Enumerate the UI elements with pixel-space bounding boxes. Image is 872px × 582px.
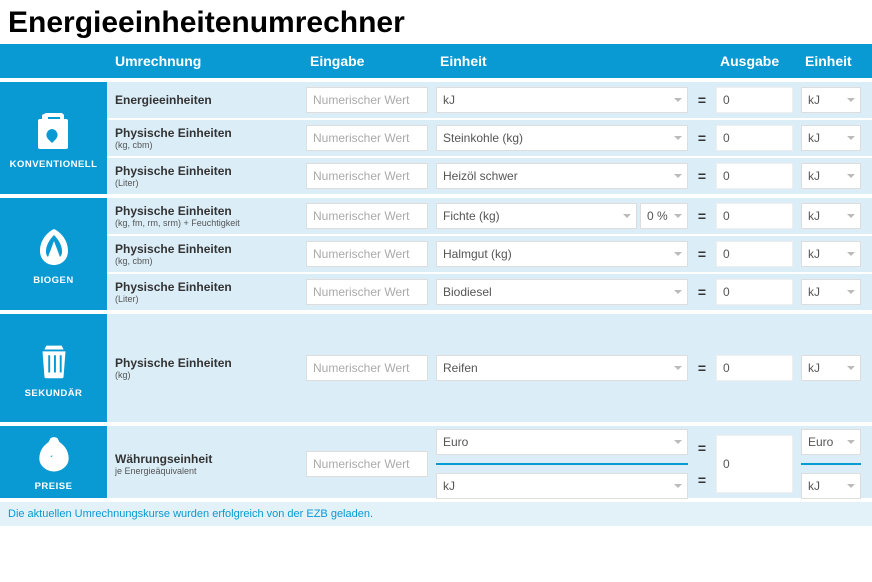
- equals-sign: =: [692, 92, 712, 108]
- group-konv: KONVENTIONELLEnergieeinheitenkJ=0kJPhysi…: [0, 82, 872, 194]
- row-label: Physische Einheiten(kg): [107, 356, 302, 380]
- equals-sign: =: [692, 168, 712, 184]
- currency-out-select[interactable]: Euro: [801, 429, 861, 455]
- status-message: Die aktuellen Umrechnungskurse wurden er…: [0, 502, 872, 526]
- input-value[interactable]: [306, 87, 428, 113]
- converter-row: Physische Einheiten(kg, cbm) Steinkohle (…: [107, 120, 872, 156]
- header-einheit-out: Einheit: [797, 53, 865, 69]
- output-value: 0: [716, 125, 793, 151]
- converter-row: Physische Einheiten(kg, cbm) Halmgut (kg)…: [107, 236, 872, 272]
- group-sek: SEKUNDÄR Physische Einheiten(kg) Reifen=0k…: [0, 314, 872, 422]
- equals-sign: =: [692, 360, 712, 376]
- row-label: Physische Einheiten(kg, cbm): [107, 242, 302, 266]
- equals-sign: =: [692, 130, 712, 146]
- output-unit-select[interactable]: kJ: [801, 203, 861, 229]
- table-header: Umrechnung Eingabe Einheit Ausgabe Einhe…: [0, 44, 872, 78]
- converter-row: Physische Einheiten(kg, fm, rm, srm) + F…: [107, 198, 872, 234]
- group-icon-sek: SEKUNDÄR: [0, 314, 107, 422]
- equals-sign: =: [692, 472, 712, 488]
- input-value[interactable]: [306, 241, 428, 267]
- group-price: PREISE Währungseinheitje Energieäquivalen…: [0, 426, 872, 498]
- group-label: BIOGEN: [33, 275, 73, 286]
- header-eingabe: Eingabe: [302, 53, 432, 69]
- converter-row: Physische Einheiten(Liter) Heizöl schwer=…: [107, 158, 872, 194]
- currency-in-select[interactable]: Euro: [436, 429, 688, 455]
- output-unit-select[interactable]: kJ: [801, 87, 861, 113]
- row-label: Physische Einheiten(kg, fm, rm, srm) + F…: [107, 204, 302, 228]
- row-label: Physische Einheiten(Liter): [107, 164, 302, 188]
- row-label: Physische Einheiten(Liter): [107, 280, 302, 304]
- moisture-select[interactable]: 0 %: [640, 203, 688, 229]
- row-label: Energieeinheiten: [107, 93, 302, 107]
- row-label: Währungseinheitje Energieäquivalent: [107, 452, 302, 476]
- equals-sign: =: [692, 440, 712, 456]
- output-value: 0: [716, 355, 793, 381]
- group-icon-konv: KONVENTIONELL: [0, 82, 107, 194]
- output-value: 0: [716, 163, 793, 189]
- row-label: Physische Einheiten(kg, cbm): [107, 126, 302, 150]
- group-bio: BIOGEN Physische Einheiten(kg, fm, rm, sr…: [0, 198, 872, 310]
- unit-select[interactable]: Reifen: [436, 355, 688, 381]
- output-unit-select[interactable]: kJ: [801, 125, 861, 151]
- equals-sign: =: [692, 284, 712, 300]
- input-value[interactable]: [306, 279, 428, 305]
- input-value[interactable]: [306, 451, 428, 477]
- input-value[interactable]: [306, 355, 428, 381]
- output-unit-select[interactable]: kJ: [801, 241, 861, 267]
- unit-select[interactable]: kJ: [436, 87, 688, 113]
- group-label: SEKUNDÄR: [25, 388, 83, 399]
- group-label: KONVENTIONELL: [10, 159, 98, 170]
- header-umrechnung: Umrechnung: [107, 53, 302, 69]
- output-unit-select[interactable]: kJ: [801, 279, 861, 305]
- converter-row: Physische Einheiten(kg) Reifen=0 kJ: [107, 314, 872, 422]
- price-row: Währungseinheitje Energieäquivalent Euro k…: [107, 426, 872, 498]
- unit-select[interactable]: Steinkohle (kg): [436, 125, 688, 151]
- output-value: 0: [716, 203, 793, 229]
- group-icon-price: PREISE: [0, 426, 107, 498]
- output-value: 0: [716, 241, 793, 267]
- output-unit-select[interactable]: kJ: [801, 355, 861, 381]
- equals-sign: =: [692, 246, 712, 262]
- output-value: 0: [716, 87, 793, 113]
- group-label: PREISE: [35, 481, 73, 492]
- output-unit-select[interactable]: kJ: [801, 163, 861, 189]
- output-value: 0: [716, 435, 793, 493]
- converter-row: Physische Einheiten(Liter) Biodiesel=0 kJ: [107, 274, 872, 310]
- header-ausgabe: Ausgabe: [712, 53, 797, 69]
- equals-sign: =: [692, 208, 712, 224]
- unit-in-select[interactable]: kJ: [436, 473, 688, 499]
- input-value[interactable]: [306, 163, 428, 189]
- converter-row: EnergieeinheitenkJ=0kJ: [107, 82, 872, 118]
- header-einheit: Einheit: [432, 53, 692, 69]
- input-value[interactable]: [306, 203, 428, 229]
- unit-select[interactable]: Biodiesel: [436, 279, 688, 305]
- page-title: Energieeinheitenumrechner: [0, 0, 872, 44]
- input-value[interactable]: [306, 125, 428, 151]
- unit-select[interactable]: Fichte (kg): [436, 203, 637, 229]
- unit-out-select[interactable]: kJ: [801, 473, 861, 499]
- group-icon-bio: BIOGEN: [0, 198, 107, 310]
- unit-select[interactable]: Heizöl schwer: [436, 163, 688, 189]
- output-value: 0: [716, 279, 793, 305]
- unit-select[interactable]: Halmgut (kg): [436, 241, 688, 267]
